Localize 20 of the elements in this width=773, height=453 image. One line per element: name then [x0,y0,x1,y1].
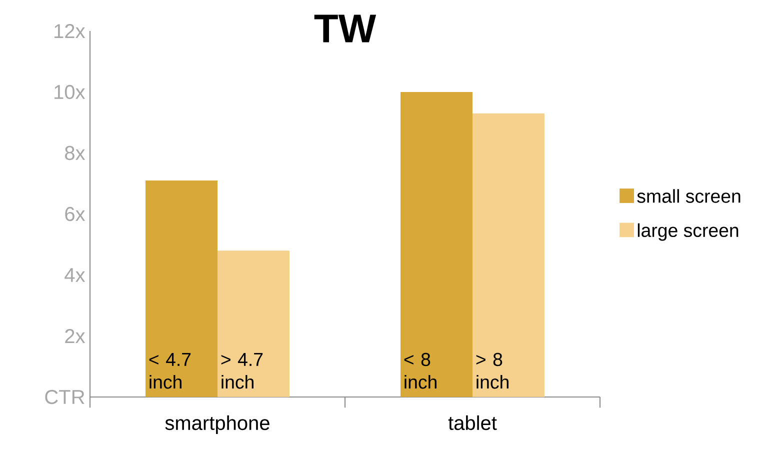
x-tick-label: tablet [448,415,497,430]
annotation: < 4.7 inch [149,353,191,389]
y-tick-label: 8x [65,146,86,160]
bar [218,250,290,397]
annotation: > 8 inch [476,352,508,389]
annotation: > 4.7 inch [221,353,263,389]
bar [400,92,473,397]
x-tick-label: smartphone [165,415,270,434]
legend-label: large screen [638,223,738,241]
y-tick-label: 10x [54,84,86,100]
y-tick-label: 4x [64,268,86,282]
y-tick-label: 12x [54,24,86,38]
legend-label: small screen [637,189,740,203]
bar [146,180,218,397]
y-tick-label: 6x [65,206,86,222]
annotation: < 8 inch [404,352,436,389]
bar [472,113,545,397]
y-tick-label: CTR [45,390,84,404]
y-tick-label: 2x [65,329,86,343]
chart-title: TW [314,14,376,42]
